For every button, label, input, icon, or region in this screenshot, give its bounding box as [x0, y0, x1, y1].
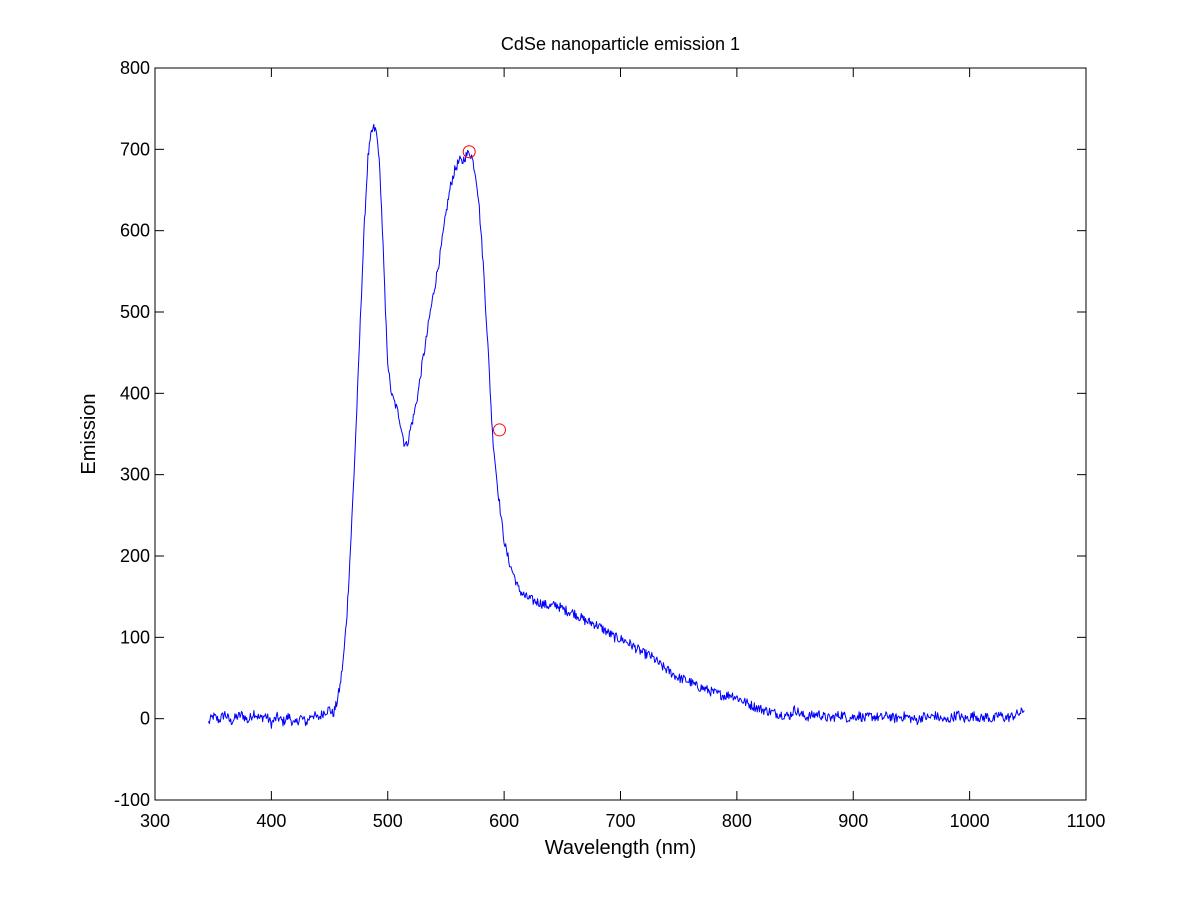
y-tick-label: 0	[140, 709, 150, 729]
x-tick-label: 300	[140, 811, 170, 831]
y-tick-label: 800	[120, 58, 150, 78]
y-tick-label: 700	[120, 139, 150, 159]
peak-marker	[492, 423, 506, 437]
x-tick-label: 800	[722, 811, 752, 831]
y-tick-label: 100	[120, 627, 150, 647]
emission-series-line	[208, 123, 1025, 729]
tick-layer: 300 400 500 600 700 800 900 1000 1100 -100 0 100 200…	[114, 58, 1105, 831]
y-axis-label: Emission	[78, 393, 100, 474]
x-tick-label: 1100	[1067, 811, 1106, 831]
y-tick-label: 200	[120, 546, 150, 566]
chart-title: CdSe nanoparticle emission 1	[501, 34, 740, 54]
y-tick-label: 300	[120, 465, 150, 485]
x-tick-label: 1000	[950, 811, 990, 831]
y-tick-label: -100	[114, 790, 150, 810]
y-tick-label: 600	[120, 221, 150, 241]
x-tick-label: 600	[489, 811, 519, 831]
marker-layer	[462, 145, 506, 437]
peak-marker	[462, 145, 476, 159]
x-axis-label: Wavelength (nm)	[545, 837, 697, 859]
y-tick-label: 400	[120, 383, 150, 403]
x-tick-label: 900	[838, 811, 868, 831]
x-tick-label: 700	[605, 811, 635, 831]
y-tick-label: 500	[120, 302, 150, 322]
series-layer	[208, 123, 1025, 729]
x-tick-label: 500	[373, 811, 403, 831]
x-tick-label: 400	[256, 811, 286, 831]
plot-area	[155, 68, 1086, 800]
